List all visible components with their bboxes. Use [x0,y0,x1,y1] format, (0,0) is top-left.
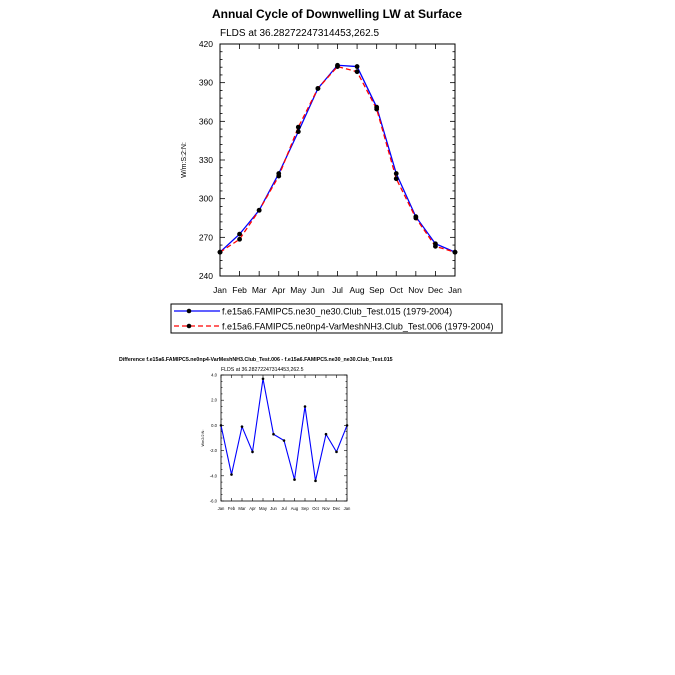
data-point-series-1 [219,424,223,427]
x-tick-label: Nov [322,506,330,511]
chart-subtitle: FLDS at 36.28272247314453,262.5 [220,28,379,39]
data-point-series-1 [324,432,328,436]
x-tick-label: Jan [218,506,225,511]
data-point-series-2 [413,215,419,221]
x-tick-label: Jan [344,506,351,511]
y-tick-label: 240 [199,271,213,281]
x-tick-label: Mar [252,285,267,295]
data-point-series-1 [282,439,286,442]
main-chart: Annual Cycle of Downwelling LW at Surfac… [181,7,462,295]
data-point-series-1 [354,64,360,69]
legend-label-series-2: f.e15a6.FAMIPC5.ne0np4-VarMeshNH3.Club_T… [222,322,494,332]
data-point-series-1 [314,479,317,483]
y-tick-label: 330 [199,155,213,165]
x-tick-label: Jul [332,285,343,295]
data-point-series-1 [272,432,275,436]
x-tick-label: Jan [213,285,227,295]
x-tick-label: May [259,506,268,511]
y-tick-label: 0.0 [211,423,217,428]
x-tick-label: Apr [272,285,285,295]
data-point-series-2 [315,86,321,91]
data-point-series-1 [303,405,307,408]
data-point-series-2 [276,173,282,179]
data-point-series-1 [295,129,301,135]
legend-box [170,303,503,334]
x-tick-label: Mar [238,506,246,511]
data-point-series-1 [240,425,244,428]
legend-label-series-1: f.e15a6.FAMIPC5.ne30_ne30.Club_Test.015 … [222,307,452,317]
data-point-series-2 [452,249,458,255]
data-point-series-1 [237,231,242,237]
y-tick-label: 4.0 [211,372,217,377]
data-point-series-2 [335,64,340,69]
data-point-series-1 [293,478,296,481]
data-point-series-2 [433,243,438,249]
difference-chart: Difference f.e15a6.FAMIPC5.ne0np4-VarMes… [119,357,393,511]
legend: f.e15a6.FAMIPC5.ne30_ne30.Club_Test.015 … [170,303,503,334]
x-tick-label: Dec [333,506,340,511]
data-point-series-2 [217,249,223,255]
x-tick-label: Jun [311,285,325,295]
y-tick-label: 390 [199,78,213,88]
x-tick-label: Aug [291,506,299,511]
data-point-series-2 [354,69,360,75]
x-tick-label: May [290,285,307,295]
difference-title: Difference f.e15a6.FAMIPC5.ne0np4-VarMes… [119,357,393,363]
x-tick-label: Jan [448,285,462,295]
x-tick-label: Sep [369,285,384,295]
data-point-series-2 [393,176,399,182]
series-line-1 [220,378,348,481]
x-tick-label: Dec [428,285,444,295]
legend-marker-series-1 [186,308,192,314]
data-point-series-1 [345,424,349,427]
data-point-series-1 [230,473,233,476]
x-tick-label: Nov [408,285,424,295]
x-tick-label: Jun [270,506,277,511]
data-point-series-1 [335,450,338,454]
difference-subtitle: FLDS at 36.28272247314453,262.5 [221,367,304,373]
data-point-series-2 [295,124,301,130]
data-point-series-1 [393,171,399,176]
x-tick-label: Oct [312,506,319,511]
data-point-series-2 [237,236,242,242]
series-line-2 [219,65,456,253]
plot-frame [219,43,456,277]
data-point-series-1 [251,450,254,454]
data-point-series-2 [256,207,262,213]
difference-series-layer [219,377,349,483]
x-tick-label: Sep [301,506,309,511]
data-point-series-1 [261,377,265,381]
difference-y-axis-label: Wm2/2:N: [201,430,205,447]
y-tick-label: -2.0 [210,448,218,453]
data-point-series-2 [374,106,380,112]
y-tick-label: 360 [199,116,213,126]
y-tick-label: 2.0 [211,398,217,403]
y-tick-label: -4.0 [210,473,218,478]
y-axis-label: W/m:S:2:N: [181,142,188,178]
legend-marker-series-2 [186,323,192,329]
x-tick-label: Oct [390,285,404,295]
x-tick-label: Apr [249,506,256,511]
series-layer [217,62,458,255]
y-tick-label: 300 [199,194,213,204]
chart-title: Annual Cycle of Downwelling LW at Surfac… [212,7,462,21]
y-tick-label: 420 [199,39,213,49]
x-tick-label: Feb [228,506,236,511]
x-tick-label: Feb [232,285,247,295]
x-tick-label: Jul [281,506,286,511]
y-tick-label: -6.0 [210,498,218,503]
x-tick-label: Aug [350,285,365,295]
difference-axes: Jan Feb Mar Apr May Jun Jul Aug Sep Oct Nov Dec Jan-… [210,372,351,511]
axes: Jan Feb Mar Apr May Jun Jul Aug Sep Oct Nov Dec Jan2… [199,39,462,295]
y-tick-label: 270 [199,232,213,242]
